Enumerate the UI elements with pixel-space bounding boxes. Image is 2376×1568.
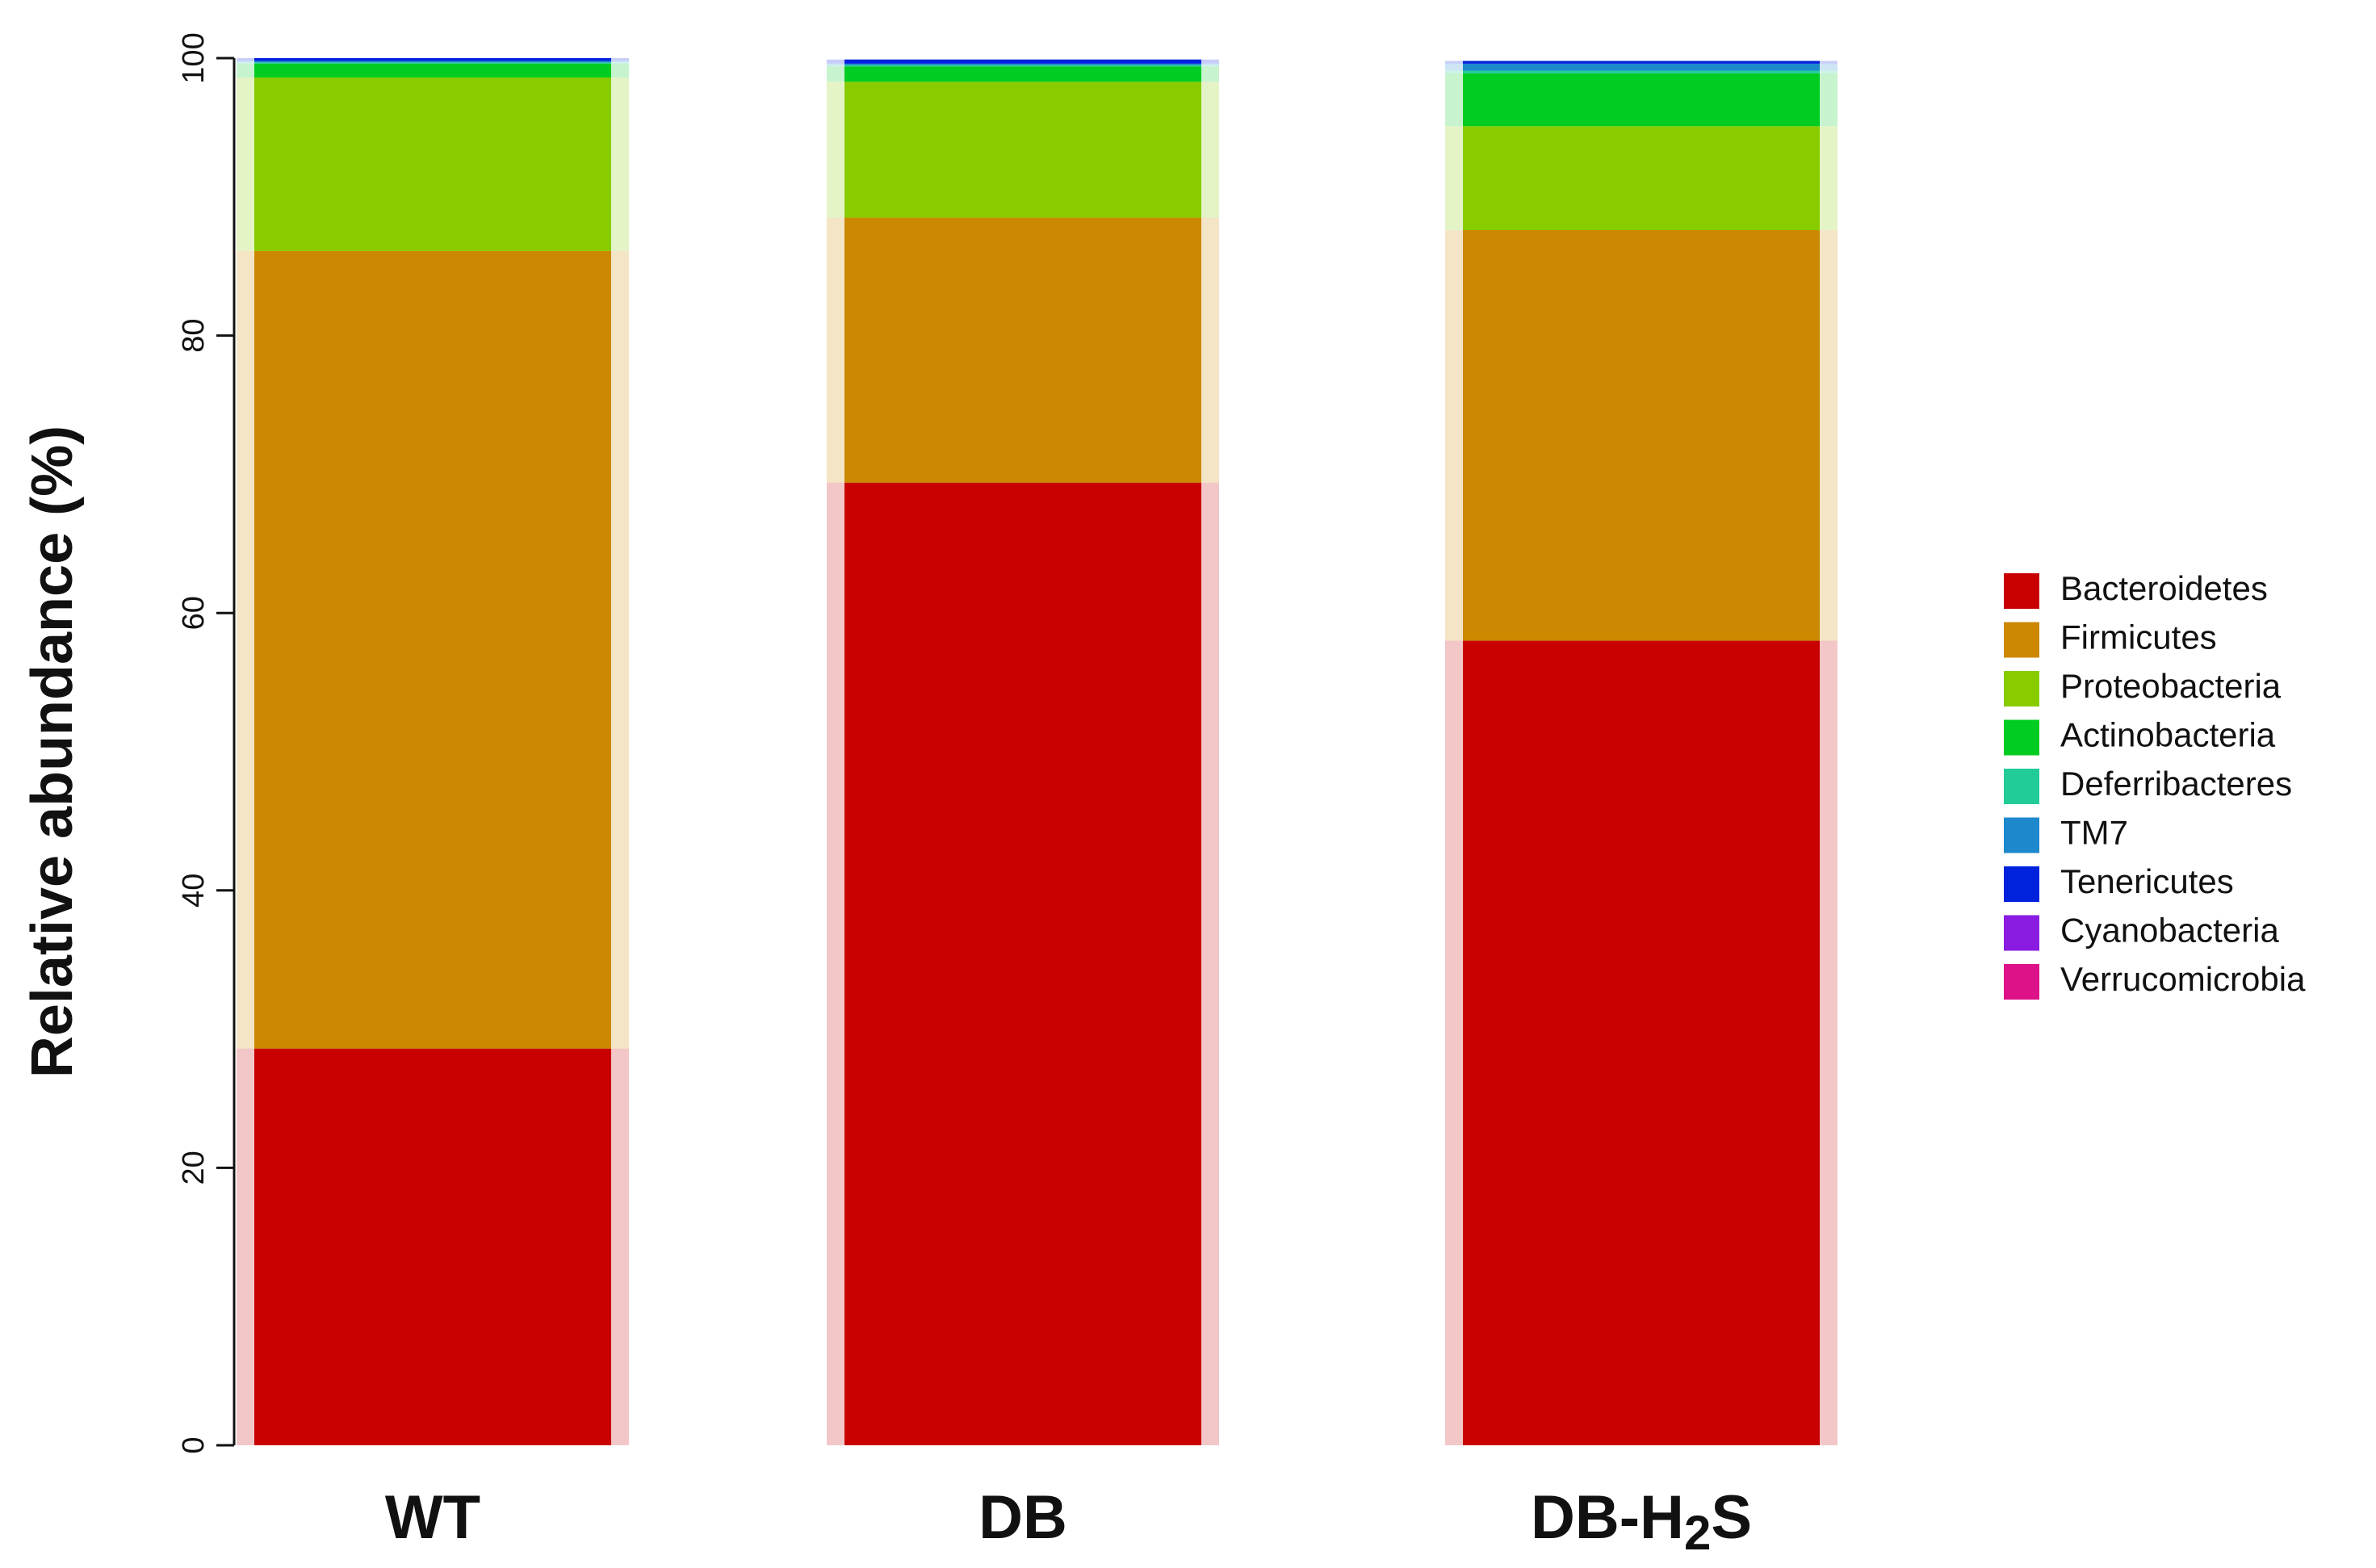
legend-swatch [2004,817,2039,853]
bar-segment-db-proteobacteria [844,82,1201,218]
legend-item-cyanobacteria: Cyanobacteria [2004,912,2279,951]
legend: Bacteroidetes Firmicutes Proteobacteria Act… [2004,569,2306,1000]
bar-segment-db-tenericutes [844,59,1201,64]
legend-swatch [2004,573,2039,609]
bar-segment-db-h2s-tenericutes [1463,61,1820,64]
bar-segment-wt-bacteroidetes [254,1048,611,1445]
legend-label: Verrucomicrobia [2060,960,2306,998]
bar-segment-db-h2s-firmicutes [1463,230,1820,641]
y-tick-label: 40 [177,874,211,908]
bar-segment-db-bacteroidetes [844,482,1201,1445]
legend-swatch [2004,671,2039,706]
bar-stack-wt [237,58,629,1445]
bar-segment-wt-proteobacteria [254,78,611,251]
bar-segment-wt-deferribacteres [254,62,611,64]
bar-segment-db-h2s-bacteroidetes [1463,640,1820,1445]
legend-item-actinobacteria: Actinobacteria [2004,716,2276,756]
legend-item-tm7: TM7 [2004,814,2128,853]
bar-stack-db-h2s [1445,61,1838,1445]
legend-item-verrucomicrobia: Verrucomicrobia [2004,960,2306,1000]
legend-item-tenericutes: Tenericutes [2004,862,2234,902]
bar-segment-wt-tm7 [254,61,611,63]
y-axis-title: Relative abundance (%) [20,426,85,1078]
bar-segment-db-tm7 [844,63,1201,65]
category-label-db-h2s: DB-H2S [1531,1483,1752,1560]
legend-swatch [2004,769,2039,804]
bar-segment-db-actinobacteria [844,66,1201,82]
legend-label: Proteobacteria [2060,667,2282,705]
y-tick-label: 60 [177,596,211,630]
y-tick-label: 100 [177,32,211,83]
bar-segment-wt-firmicutes [254,250,611,1049]
bar-segment-wt-actinobacteria [254,63,611,78]
bar-segment-db-firmicutes [844,217,1201,483]
legend-swatch [2004,915,2039,951]
y-axis: 0 20 40 60 80 100 [177,32,236,1454]
bar-stack-db [827,59,1219,1445]
legend-label: Tenericutes [2060,862,2234,900]
category-labels: WT DB DB-H2S [385,1483,1752,1560]
bar-segment-wt-tenericutes [254,58,611,61]
bars-layer [237,58,1838,1445]
legend-label: Cyanobacteria [2060,912,2279,950]
legend-label: Firmicutes [2060,618,2217,656]
legend-item-firmicutes: Firmicutes [2004,618,2217,658]
category-label-db: DB [978,1483,1067,1552]
bar-segment-db-h2s-tm7 [1463,63,1820,71]
legend-label: Bacteroidetes [2060,569,2268,607]
bar-segment-db-deferribacteres [844,65,1201,67]
legend-swatch [2004,719,2039,756]
y-tick-label: 20 [177,1151,211,1184]
legend-swatch [2004,866,2039,902]
legend-item-bacteroidetes: Bacteroidetes [2004,569,2268,609]
legend-label: TM7 [2060,814,2128,852]
legend-label: Deferribacteres [2060,765,2292,803]
y-tick-label: 0 [177,1436,211,1453]
legend-swatch [2004,622,2039,658]
bar-segment-db-h2s-proteobacteria [1463,126,1820,231]
bar-segment-db-h2s-actinobacteria [1463,73,1820,127]
legend-item-proteobacteria: Proteobacteria [2004,667,2282,706]
bar-segment-db-h2s-deferribacteres [1463,70,1820,73]
legend-swatch [2004,964,2039,1000]
legend-item-deferribacteres: Deferribacteres [2004,765,2292,804]
legend-label: Actinobacteria [2060,716,2276,754]
category-label-wt: WT [385,1483,480,1552]
y-tick-label: 80 [177,318,211,352]
